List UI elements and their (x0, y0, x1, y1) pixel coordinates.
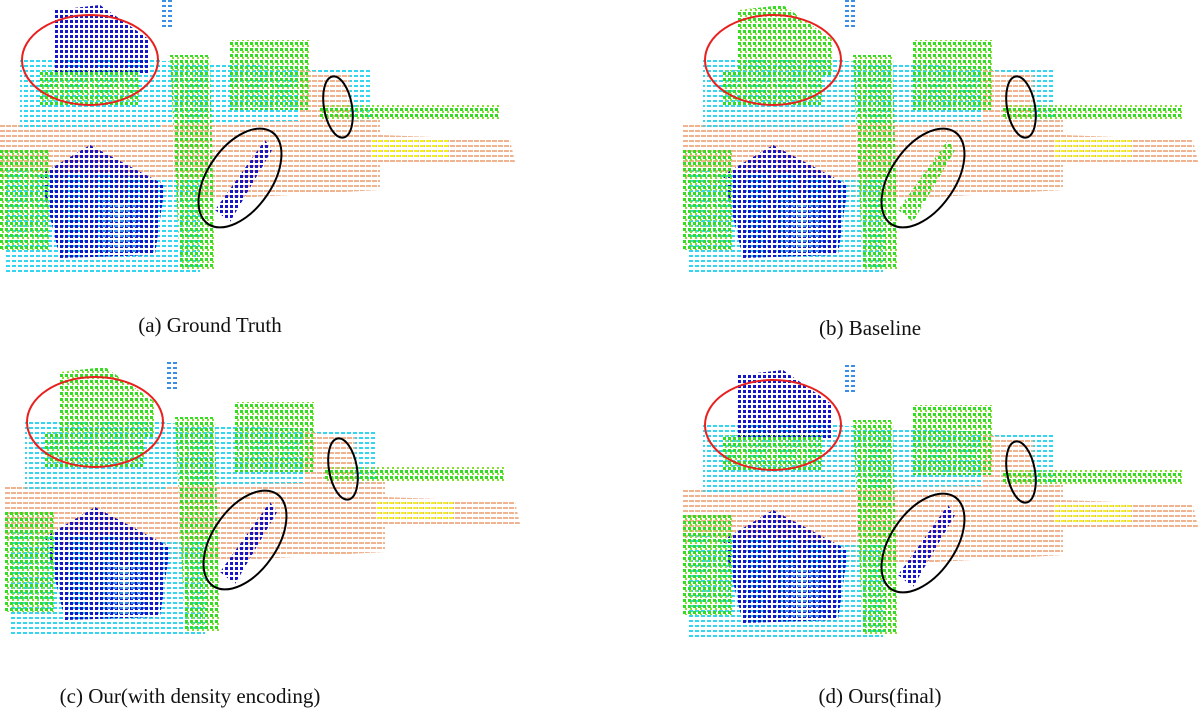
point-region (783, 200, 823, 255)
page: (a) Ground Truth (b) Baseline (c) Our(with… (0, 0, 1203, 715)
panel-caption: (c) Our(with density encoding) (60, 684, 321, 708)
point-region (1003, 105, 1183, 120)
point-region (843, 0, 855, 30)
point-region (370, 140, 450, 160)
point-region (105, 562, 145, 617)
point-region (683, 515, 733, 615)
point-region (1053, 140, 1133, 160)
point-region (100, 200, 140, 255)
point-region (913, 40, 993, 110)
panel-caption: (a) Ground Truth (138, 313, 282, 337)
panel-caption: (b) Baseline (819, 316, 921, 340)
point-region (320, 105, 500, 120)
point-region (160, 0, 172, 30)
point-region (1053, 505, 1133, 525)
point-region (230, 40, 310, 110)
point-region (1003, 470, 1183, 485)
point-region (325, 467, 505, 482)
point-cloud-panel (0, 0, 515, 275)
point-region (165, 362, 177, 392)
point-region (0, 150, 50, 250)
point-cloud-panel (683, 365, 1198, 640)
point-region (783, 565, 823, 620)
point-cloud-panel (683, 0, 1198, 275)
panel-caption: (d) Ours(final) (818, 684, 941, 708)
point-cloud-panel (5, 362, 520, 637)
point-region (843, 365, 855, 395)
point-region (5, 512, 55, 612)
point-region (683, 150, 733, 250)
point-region (375, 502, 455, 522)
point-region (235, 402, 315, 472)
figure: (a) Ground Truth (b) Baseline (c) Our(with… (0, 0, 1203, 715)
point-region (913, 405, 993, 475)
